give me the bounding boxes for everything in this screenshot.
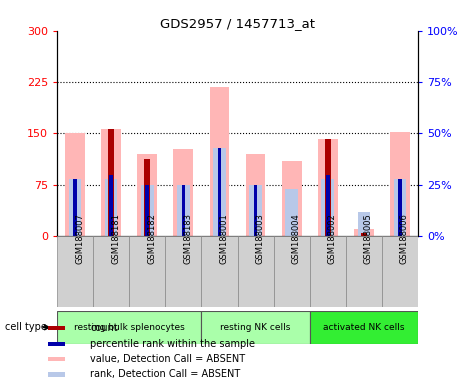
Bar — [69, 179, 81, 236]
Text: resting NK cells: resting NK cells — [220, 323, 291, 332]
Bar — [108, 129, 114, 236]
Bar — [254, 185, 257, 236]
Bar — [322, 179, 334, 236]
Bar — [57, 236, 93, 307]
Bar — [201, 311, 310, 344]
Bar — [137, 154, 157, 236]
Text: GDS2957 / 1457713_at: GDS2957 / 1457713_at — [160, 17, 315, 30]
Bar — [201, 236, 238, 307]
Text: GSM188006: GSM188006 — [400, 213, 409, 264]
Bar — [109, 174, 113, 236]
Bar — [358, 212, 370, 236]
Bar — [48, 372, 65, 377]
Text: GSM188007: GSM188007 — [75, 213, 84, 264]
Text: rank, Detection Call = ABSENT: rank, Detection Call = ABSENT — [90, 369, 240, 379]
Bar — [144, 159, 151, 236]
Bar — [318, 139, 338, 236]
Text: activated NK cells: activated NK cells — [323, 323, 405, 332]
Text: GSM188001: GSM188001 — [219, 213, 228, 264]
Bar — [326, 174, 330, 236]
Bar — [390, 132, 410, 236]
Bar — [48, 357, 65, 361]
Bar — [310, 311, 418, 344]
Bar — [101, 129, 121, 236]
Text: GSM188002: GSM188002 — [328, 213, 337, 264]
Text: resting bulk splenocytes: resting bulk splenocytes — [74, 323, 185, 332]
Text: GSM188005: GSM188005 — [364, 213, 373, 264]
Bar — [274, 236, 310, 307]
Text: GSM188003: GSM188003 — [256, 213, 265, 264]
Text: count: count — [90, 323, 118, 333]
Bar — [246, 154, 266, 236]
Bar — [57, 311, 201, 344]
Bar — [177, 185, 190, 236]
Bar — [218, 148, 221, 236]
Text: percentile rank within the sample: percentile rank within the sample — [90, 339, 255, 349]
Bar — [398, 179, 402, 236]
Bar — [73, 179, 77, 236]
Text: GSM188182: GSM188182 — [147, 213, 156, 264]
Bar — [324, 139, 331, 236]
Text: GSM188183: GSM188183 — [183, 213, 192, 264]
Bar — [65, 133, 85, 236]
Bar — [129, 236, 165, 307]
Bar — [354, 229, 374, 236]
Bar — [105, 179, 117, 236]
Bar — [310, 236, 346, 307]
Bar — [346, 236, 382, 307]
Bar — [48, 341, 65, 346]
Bar — [361, 233, 367, 236]
Bar — [48, 326, 65, 331]
Text: value, Detection Call = ABSENT: value, Detection Call = ABSENT — [90, 354, 245, 364]
Bar — [213, 148, 226, 236]
Bar — [181, 185, 185, 236]
Bar — [394, 179, 406, 236]
Text: GSM188004: GSM188004 — [292, 213, 301, 264]
Bar — [141, 185, 153, 236]
Bar — [249, 185, 262, 236]
Bar — [238, 236, 274, 307]
Bar — [145, 185, 149, 236]
Text: cell type: cell type — [5, 322, 47, 333]
Bar — [285, 189, 298, 236]
Bar — [93, 236, 129, 307]
Bar — [165, 236, 201, 307]
Bar — [173, 149, 193, 236]
Bar — [382, 236, 418, 307]
Bar — [209, 87, 229, 236]
Text: GSM188181: GSM188181 — [111, 213, 120, 264]
Bar — [282, 161, 302, 236]
